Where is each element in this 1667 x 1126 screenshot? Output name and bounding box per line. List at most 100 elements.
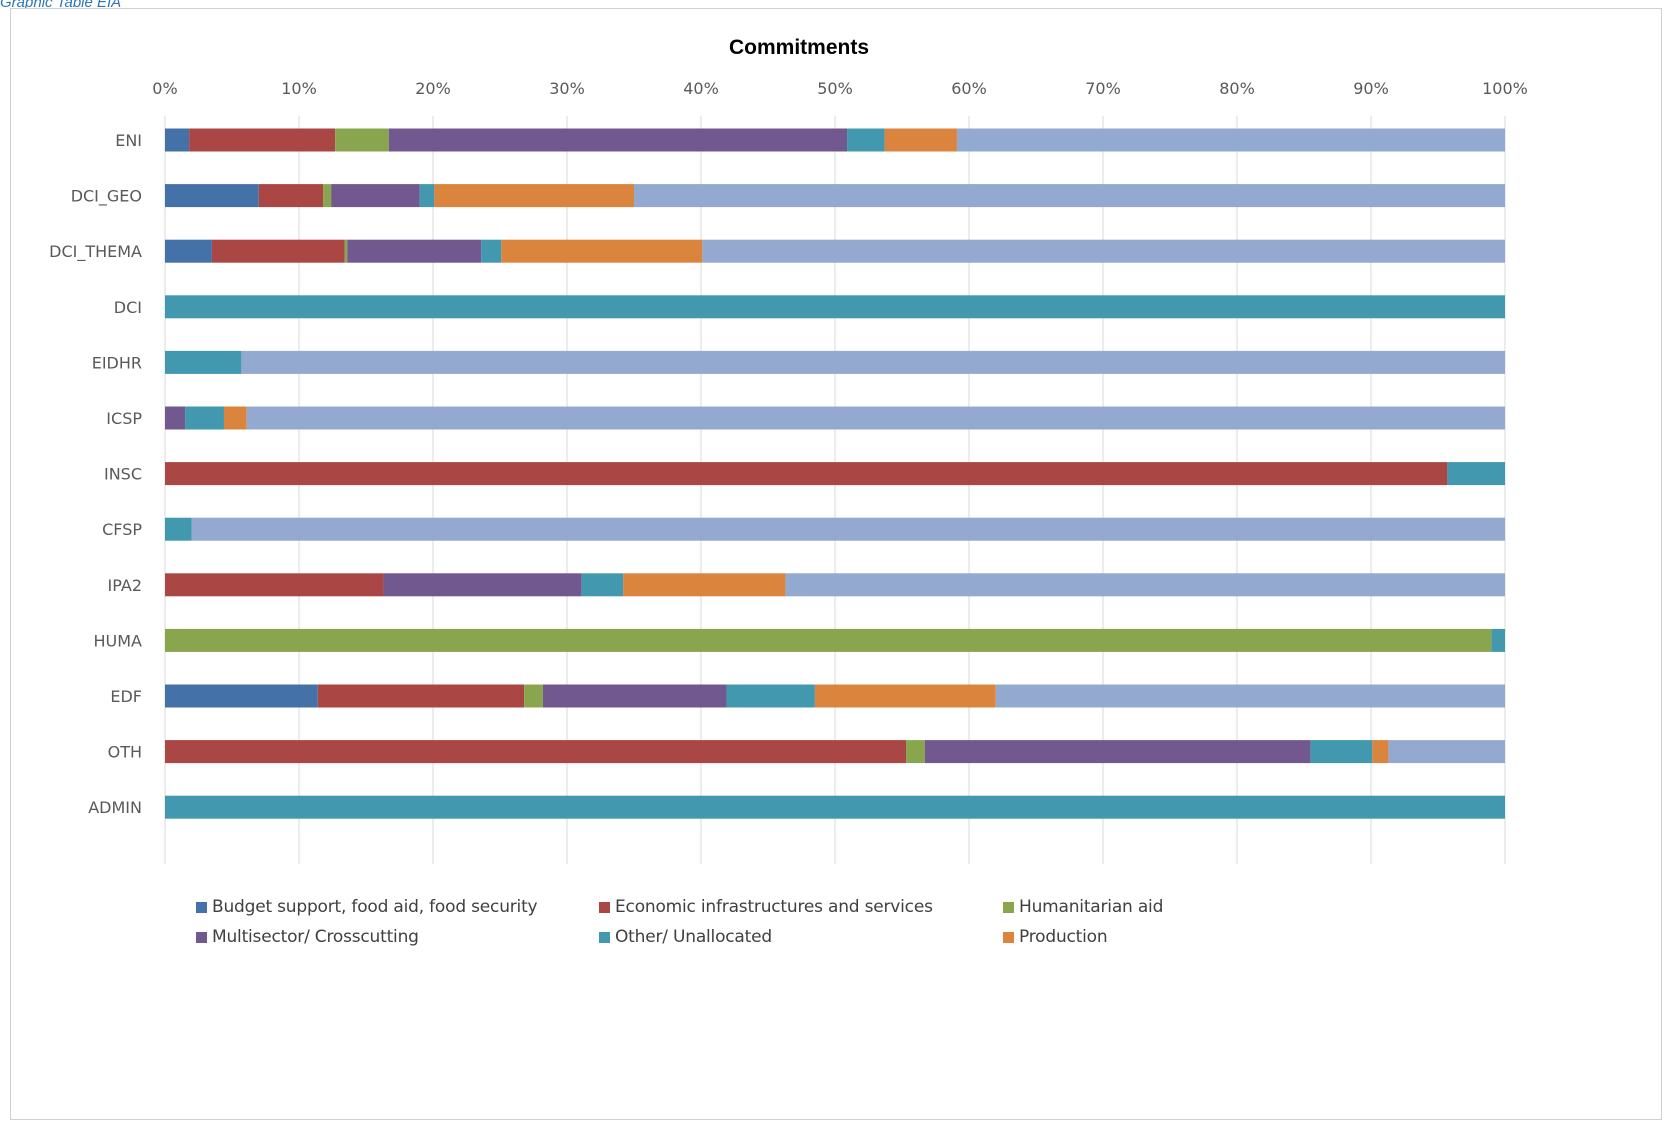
bar-segment [884,128,957,152]
x-axis-ticks: 0% 10% 20% 30% 40% 50% 60% 70% 80% 90% 100% [152,79,1528,98]
x-tick-label: 40% [683,79,719,98]
legend-label: Production [1019,927,1108,947]
bar-segment [388,128,848,152]
bar-segment [1310,740,1373,764]
bar-segment [434,184,634,208]
x-tick-label: 20% [415,79,451,98]
bar-segment [501,239,703,263]
figure-caption: Graphic Table EIA [0,0,122,11]
bar-segment [623,573,786,597]
bar-segment [211,239,345,263]
bar-segment [223,406,247,430]
legend-swatch [196,931,207,943]
bar-segment [383,573,582,597]
bar-segment [347,239,482,263]
bar-segment [481,239,502,263]
bar-segment [906,740,925,764]
bar-segment [956,128,1505,152]
bar-segment [1447,462,1505,486]
bar-segment [241,350,1505,374]
legend-label: Humanitarian aid [1019,897,1164,917]
legend-item: Humanitarian aid [1003,897,1163,917]
bar-segment [165,517,192,541]
bar-segment [165,573,384,597]
x-tick-label: 30% [549,79,585,98]
bar-segment [924,740,1311,764]
bar-segment [634,184,1505,208]
bar-segment [165,462,1448,486]
bar-segment [524,684,543,708]
x-tick-label: 60% [951,79,987,98]
chart-area: Commitments 0% 10% 20% 30% 40% 50% 60% 70% 80% 90… [10,8,1662,1120]
legend-item: Production [1003,927,1108,947]
category-label: OTH [108,743,142,762]
bar-segment [581,573,624,597]
bar-segment [165,128,190,152]
category-label: DCI_THEMA [49,242,142,262]
bar-segment [189,128,336,152]
bar-segment [317,684,525,708]
category-label: IPA2 [108,576,142,595]
bar-segment [191,517,1505,541]
bar-segment [185,406,224,430]
bar-segment [165,740,907,764]
bar-segment [702,239,1505,263]
bar-segment [165,350,242,374]
bar-segment [323,184,332,208]
category-label: DCI_GEO [71,187,142,207]
bar-segment [847,128,885,152]
category-label: EIDHR [92,353,142,372]
category-label: INSC [104,465,142,484]
y-axis-categories: ENI DCI_GEO DCI_THEMA DCI EIDHR ICSP INSC CFSP I… [49,131,142,817]
bar-segment [995,684,1505,708]
chart-title: Commitments [729,36,869,59]
category-label: ADMIN [88,798,142,817]
bar-segment [1372,740,1389,764]
bar-segment [726,684,815,708]
bar-segment [258,184,324,208]
category-label: HUMA [94,631,143,650]
category-label: ENI [115,131,142,150]
category-label: EDF [110,687,142,706]
bar-segment [165,184,259,208]
category-label: ICSP [106,409,142,428]
legend-label: Multisector/ Crosscutting [212,927,419,947]
bar-segment [814,684,996,708]
bar-segment [785,573,1505,597]
x-tick-label: 0% [152,79,177,98]
legend-item: Budget support, food aid, food security [196,897,538,917]
bar-segment [331,184,420,208]
x-tick-label: 10% [281,79,317,98]
bar-segment [344,239,348,263]
bar-segment [246,406,1506,430]
category-label: DCI [114,298,142,317]
bar-segment [165,239,212,263]
x-tick-label: 90% [1353,79,1389,98]
legend-item: Other/ Unallocated [599,927,772,947]
bars [165,128,1506,819]
legend-swatch [599,901,610,913]
legend-item: Multisector/ Crosscutting [196,927,419,947]
category-label: CFSP [102,520,142,539]
bar-segment [165,628,1492,652]
bar-segment [1491,628,1505,652]
bar-segment [542,684,727,708]
legend-swatch [599,931,610,943]
legend-swatch [1003,901,1014,913]
legend-label: Budget support, food aid, food security [212,897,538,917]
bar-segment [1388,740,1505,764]
bar-segment [165,295,1505,319]
x-tick-label: 80% [1219,79,1255,98]
x-tick-label: 100% [1482,79,1528,98]
legend-label: Other/ Unallocated [615,927,772,947]
legend-item: Economic infrastructures and services [599,897,933,917]
bar-segment [165,795,1505,819]
x-tick-label: 50% [817,79,853,98]
legend-swatch [196,901,207,913]
x-tick-label: 70% [1085,79,1121,98]
stacked-bar-chart: Commitments 0% 10% 20% 30% 40% 50% 60% 70% 80% 90… [49,36,1528,864]
legend-label: Economic infrastructures and services [615,897,933,917]
bar-segment [335,128,389,152]
bar-segment [165,406,186,430]
bar-segment [165,684,318,708]
